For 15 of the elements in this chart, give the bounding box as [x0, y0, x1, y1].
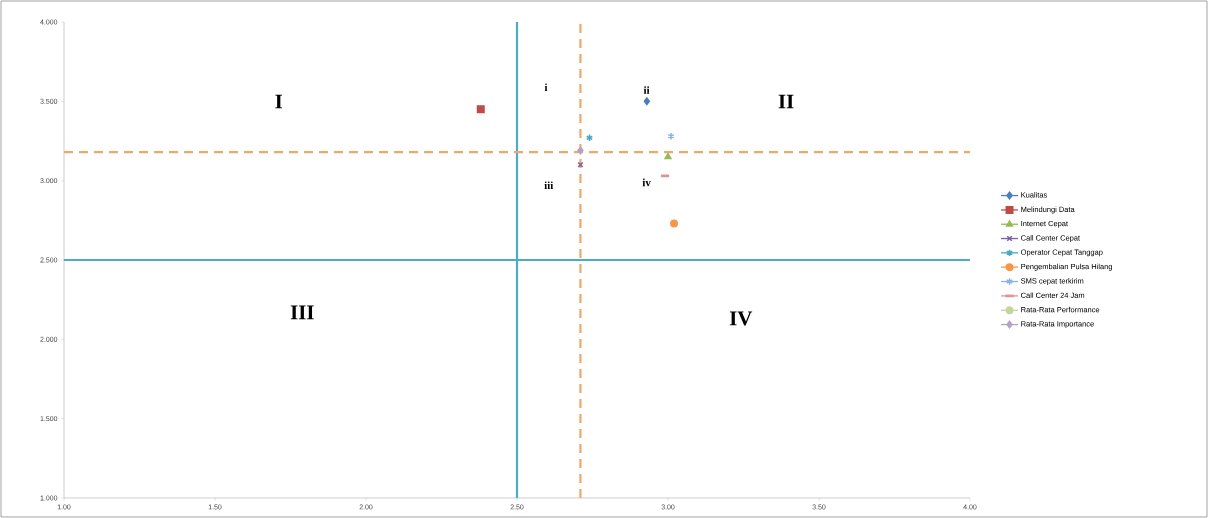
point: [585, 133, 594, 142]
point: [643, 97, 651, 106]
point: [577, 146, 584, 155]
point: [670, 219, 679, 228]
annotation: i: [544, 83, 548, 91]
annotation: III: [290, 305, 314, 320]
point: [667, 132, 675, 141]
annotation: I: [275, 94, 283, 109]
annotation: ii: [643, 86, 650, 94]
annotation: II: [778, 94, 794, 109]
annotation: iv: [642, 178, 651, 187]
point: [664, 152, 672, 160]
annotation: iii: [544, 181, 554, 190]
point: [476, 105, 485, 114]
annotation: IV: [729, 311, 753, 326]
